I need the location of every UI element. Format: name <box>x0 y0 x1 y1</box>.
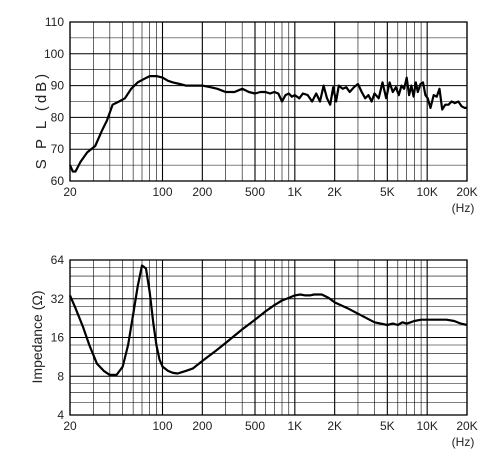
spl-y-axis-label: S P L (dB) <box>33 71 50 169</box>
impedance-chart: Impedance (Ω) 4 8 16 32 64 20 100 200 500 1K 2K 5K… <box>29 253 478 449</box>
impedance-y-tick-label: 4 <box>57 408 64 422</box>
impedance-x-tick-label: 2K <box>327 419 342 433</box>
spl-x-unit-label: (Hz) <box>452 201 475 215</box>
spl-y-tick-labels: 60 70 80 90 100 110 <box>44 15 64 188</box>
impedance-y-tick-label: 64 <box>51 253 65 267</box>
spl-x-tick-label: 5K <box>380 185 395 199</box>
spl-x-tick-label: 10K <box>416 185 437 199</box>
spl-response-curve <box>68 75 467 173</box>
spl-x-tick-label: 500 <box>245 185 265 199</box>
spl-x-tick-label: 200 <box>192 185 212 199</box>
spl-y-tick-label: 70 <box>51 142 65 156</box>
impedance-x-tick-label: 200 <box>192 419 212 433</box>
impedance-y-tick-label: 16 <box>51 331 65 345</box>
spl-plot-frame <box>69 21 468 182</box>
impedance-y-tick-labels: 4 8 16 32 64 <box>51 253 65 422</box>
impedance-x-tick-label: 5K <box>380 419 395 433</box>
spl-x-tick-label: 100 <box>152 185 172 199</box>
spl-x-tick-labels: 20 100 200 500 1K 2K 5K 10K 20K <box>63 185 477 199</box>
spl-y-tick-label: 100 <box>44 47 64 61</box>
spl-x-tick-label: 1K <box>287 185 302 199</box>
spl-x-tick-label: 20 <box>63 185 77 199</box>
impedance-x-tick-label: 1K <box>287 419 302 433</box>
spl-y-tick-label: 80 <box>51 110 65 124</box>
impedance-x-tick-label: 500 <box>245 419 265 433</box>
spl-x-tick-label: 2K <box>327 185 342 199</box>
impedance-x-tick-label: 100 <box>152 419 172 433</box>
impedance-curve <box>68 264 468 376</box>
spl-y-tick-label: 90 <box>51 79 65 93</box>
spl-grid <box>69 21 468 182</box>
impedance-x-tick-labels: 20 100 200 500 1K 2K 5K 10K 20K <box>63 419 477 433</box>
impedance-y-axis-label: Impedance (Ω) <box>29 291 45 384</box>
spl-x-tick-label: 20K <box>456 185 477 199</box>
impedance-x-tick-label: 10K <box>416 419 437 433</box>
impedance-y-tick-label: 8 <box>57 369 64 383</box>
impedance-plot-frame <box>69 259 468 416</box>
impedance-y-tick-label: 32 <box>51 292 65 306</box>
impedance-x-tick-label: 20 <box>63 419 77 433</box>
impedance-x-tick-label: 20K <box>456 419 477 433</box>
spl-y-tick-label: 60 <box>51 174 65 188</box>
impedance-x-unit-label: (Hz) <box>452 435 475 449</box>
spl-y-tick-label: 110 <box>45 15 64 29</box>
